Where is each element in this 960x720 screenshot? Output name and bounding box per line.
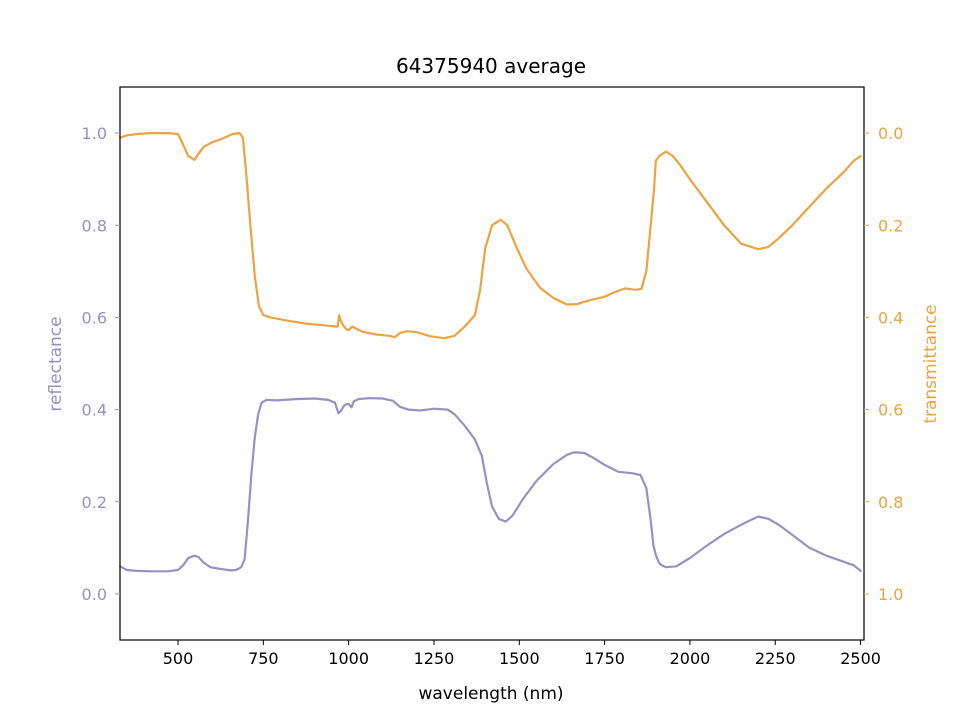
left-y-tick-label: 0.2 [82,493,107,512]
chart-title: 64375940 average [396,54,586,78]
x-tick-label: 500 [163,649,194,668]
right-y-tick-label: 0.8 [878,493,903,512]
x-axis-title: wavelength (nm) [418,684,563,704]
series-layer [118,132,862,573]
right-y-tick-label: 0.4 [878,308,903,327]
x-tick-label: 1000 [328,649,369,668]
x-tick-label: 2500 [840,649,881,668]
right-y-axis-title: transmittance [921,304,941,423]
plot-frame [119,86,865,641]
left-y-axis-title: reflectance [46,316,66,411]
x-tick-label: 2250 [755,649,796,668]
left-y-tick-label: 1.0 [82,124,107,143]
left-y-tick-label: 0.4 [82,401,107,420]
right-y-tick-label: 0.2 [878,216,903,235]
transmittance-line [118,132,862,340]
right-y-tick-label: 0.0 [878,124,903,143]
left-y-tick-label: 0.8 [82,216,107,235]
reflectance-line [118,397,862,573]
left-y-axis: 0.0 0.2 0.4 0.6 0.8 1.0 [82,124,120,604]
left-y-tick-label: 0.6 [82,308,107,327]
x-tick-label: 750 [248,649,279,668]
x-tick-label: 1750 [584,649,625,668]
right-y-tick-label: 0.6 [878,401,903,420]
x-tick-label: 2000 [670,649,711,668]
x-tick-label: 1250 [414,649,455,668]
x-tick-label: 1500 [499,649,540,668]
right-y-axis: 0.0 0.2 0.4 0.6 0.8 1.0 [864,124,903,604]
right-y-tick-label: 1.0 [878,585,903,604]
x-axis: 500 750 1000 1250 1500 1750 2000 2250 2500 [163,640,881,668]
left-y-tick-label: 0.0 [82,585,107,604]
